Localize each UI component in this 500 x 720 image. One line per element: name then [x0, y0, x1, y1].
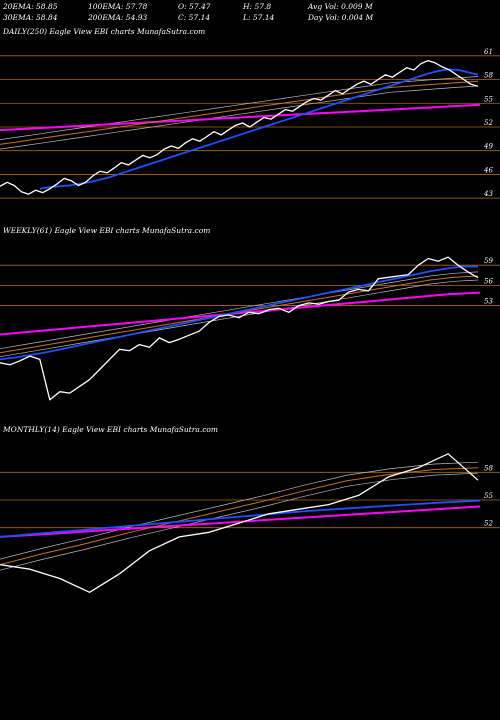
weekly-tick-label: 56: [484, 277, 493, 285]
high-value: H: 57.8: [243, 2, 272, 11]
daily-tick-label: 46: [483, 166, 493, 174]
weekly-ema-slow-line: [0, 291, 481, 336]
close-value: C: 57.14: [178, 13, 211, 22]
daily-tick-label: 43: [483, 190, 493, 198]
daily-tick-label: 58: [484, 72, 493, 80]
low-value: L: 57.14: [243, 13, 275, 22]
weekly-envelope-line: [0, 271, 479, 350]
daily-price-line: [0, 59, 479, 195]
weekly-envelope-line: [0, 279, 479, 358]
avg-volume-value: Avg Vol: 0.009 M: [308, 2, 373, 11]
daily-tick-label: 49: [483, 143, 493, 151]
weekly-ema-fast-line: [0, 265, 478, 361]
ema200-value: 200EMA: 54.93: [88, 13, 148, 22]
day-volume-value: Day Vol: 0.004 M: [308, 13, 374, 22]
monthly-envelope-line: [0, 461, 479, 560]
open-value: O: 57.47: [178, 2, 211, 11]
daily-ema-fast-line: [39, 68, 479, 190]
monthly-ema-slow-line: [0, 505, 481, 538]
daily-tick-label: 52: [484, 119, 493, 127]
daily-panel-title: DAILY(250) Eagle View EBI charts MunafaS…: [3, 27, 206, 36]
daily-tick-label: 61: [484, 48, 493, 56]
ema100-value: 100EMA: 57.78: [88, 2, 148, 11]
daily-ma-orange-line: [0, 80, 479, 145]
daily-tick-label: 55: [484, 95, 493, 103]
weekly-panel-title: WEEKLY(61) Eagle View EBI charts MunafaS…: [3, 226, 211, 235]
ema30-value: 30EMA: 58.84: [3, 13, 58, 22]
daily-envelope-line: [0, 76, 479, 140]
weekly-price-line: [0, 256, 479, 401]
monthly-panel-title: MONTHLY(14) Eagle View EBI charts Munafa…: [3, 425, 219, 434]
weekly-ma-orange-line: [0, 275, 479, 354]
daily-ema-slow-line: [0, 103, 481, 132]
monthly-tick-label: 58: [484, 464, 493, 472]
daily-envelope-line: [0, 85, 479, 150]
monthly-price-line: [0, 453, 479, 593]
monthly-tick-label: 52: [484, 520, 493, 528]
monthly-envelope-line: [0, 472, 479, 571]
weekly-tick-label: 53: [484, 298, 493, 306]
monthly-tick-label: 55: [484, 492, 493, 500]
weekly-tick-label: 59: [484, 257, 493, 265]
ema20-value: 20EMA: 58.85: [3, 2, 58, 11]
monthly-ema-fast-line: [0, 499, 481, 538]
